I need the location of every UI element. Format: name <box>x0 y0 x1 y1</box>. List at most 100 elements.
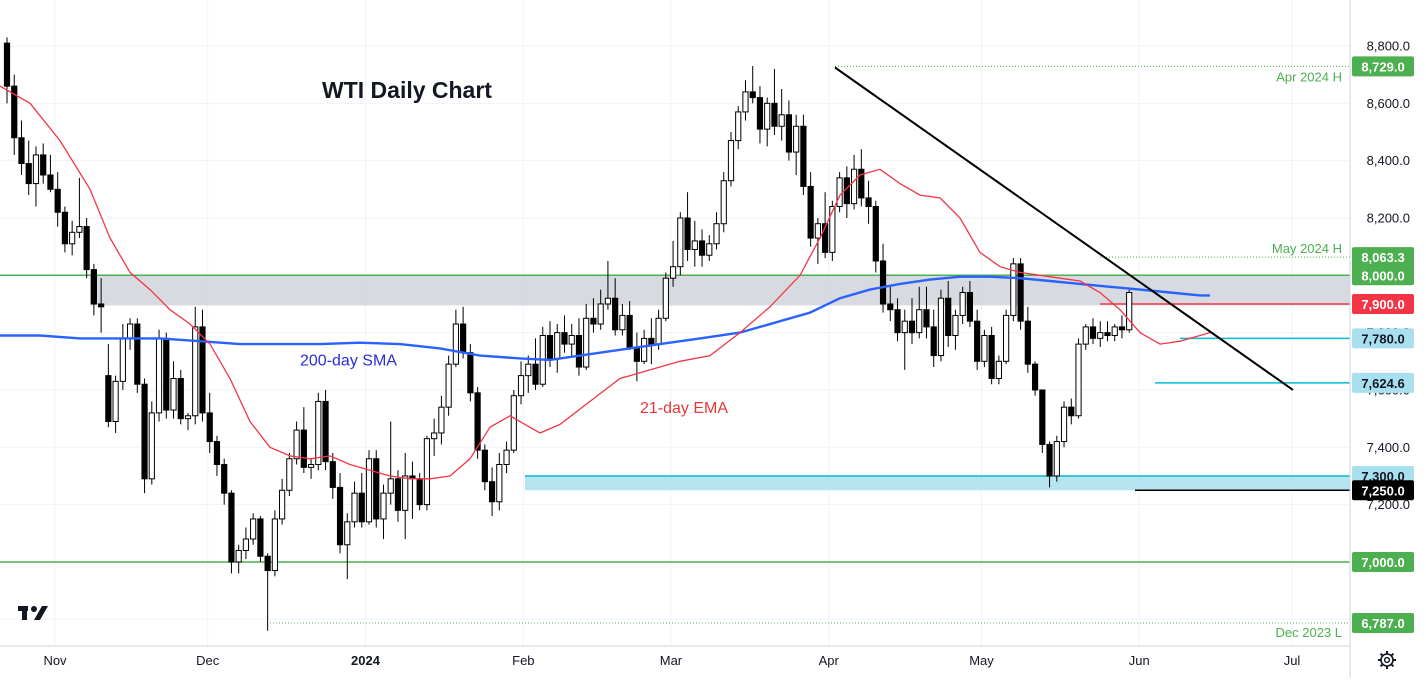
candle-up <box>677 217 684 268</box>
x-tick-label: Jun <box>1129 653 1150 668</box>
support-zones <box>90 275 1350 491</box>
candle-down <box>546 335 554 359</box>
candle-down <box>141 383 148 480</box>
candle-down <box>25 163 32 185</box>
candle-down <box>785 114 793 153</box>
level-note: May 2024 H <box>1272 241 1342 256</box>
candle-up <box>836 177 843 208</box>
candle-down <box>532 363 539 385</box>
candle-up <box>641 337 648 362</box>
candle-up <box>69 231 76 245</box>
candle-up <box>554 332 561 359</box>
candle-up <box>431 432 438 440</box>
price-tag-label: 6,787.0 <box>1361 616 1404 631</box>
candle-down <box>923 309 930 328</box>
candle-down <box>460 323 467 354</box>
candle-down <box>206 412 213 443</box>
candle-up <box>250 518 257 540</box>
candle-up <box>952 314 959 337</box>
price-tag-bg <box>1352 328 1414 349</box>
candle-down <box>1046 443 1053 477</box>
candle-down <box>474 392 481 451</box>
candle-down <box>199 326 206 414</box>
candle-down <box>83 226 90 271</box>
time-axis[interactable]: Nov Dec 2024 Feb Mar Apr May Jun Jul <box>43 653 1300 668</box>
candle-up <box>995 360 1002 379</box>
tradingview-logo[interactable] <box>18 606 48 620</box>
price-tag-bg <box>1352 480 1414 501</box>
candle-down <box>358 492 365 523</box>
candle-down <box>1031 363 1039 391</box>
grid <box>0 0 1350 646</box>
candle-down <box>336 486 344 546</box>
candle-down <box>648 337 655 345</box>
candle-down <box>908 320 916 334</box>
candle-down <box>134 323 141 385</box>
price-tag-bg <box>1352 293 1414 314</box>
candle-up <box>32 154 40 185</box>
candle-up <box>1097 332 1104 339</box>
sma-200-line <box>0 275 1210 362</box>
price-levels: Apr 2024 H May 2024 H Dec 2023 L <box>0 65 1350 640</box>
candle-down <box>416 478 423 506</box>
candle-down <box>1118 326 1126 331</box>
candle-up <box>503 449 510 465</box>
candle-down <box>1104 332 1111 337</box>
candle-up <box>307 463 315 468</box>
candle-down <box>807 185 814 239</box>
candle-up <box>1082 326 1089 345</box>
candle-down <box>3 42 11 87</box>
candle-up <box>691 240 698 251</box>
candle-down <box>177 377 184 420</box>
settings-gear-icon[interactable] <box>1378 651 1396 669</box>
candle-up <box>1010 263 1017 316</box>
candle-down <box>988 335 995 379</box>
trendline[interactable] <box>834 66 1294 391</box>
support-zone <box>525 475 1350 491</box>
candle-up <box>727 140 735 182</box>
candle-up <box>742 91 749 113</box>
candle-down <box>105 375 112 422</box>
candle-down <box>590 317 597 325</box>
candle-down <box>575 335 583 368</box>
candle-up <box>669 266 677 279</box>
price-tag-label: 7,624.6 <box>1361 376 1404 391</box>
candle-up <box>271 518 278 572</box>
candle-up <box>76 226 83 233</box>
candle-up <box>452 323 459 365</box>
candle-down <box>54 188 61 213</box>
candle-down <box>488 481 496 503</box>
candle-up <box>192 326 199 417</box>
price-tag-label: 8,000.0 <box>1361 268 1404 283</box>
candle-down <box>481 449 488 483</box>
price-tags: 8,729.0 8,063.3 8,000.0 7,900.0 7,780.0 7,624… <box>1352 56 1414 633</box>
candle-down <box>1089 326 1097 339</box>
price-tag-label: 7,900.0 <box>1361 297 1404 312</box>
candle-up <box>916 309 923 334</box>
candle-up <box>713 223 720 245</box>
candle-up <box>344 521 351 546</box>
candle-down <box>698 240 706 256</box>
candle-up <box>706 243 713 256</box>
candle-up <box>315 400 322 465</box>
price-tag-label: 7,780.0 <box>1361 331 1404 346</box>
level-note: Apr 2024 H <box>1276 69 1342 84</box>
candle-down <box>1017 263 1024 322</box>
candle-up <box>1053 441 1060 477</box>
candle-up <box>365 458 373 523</box>
candle-down <box>221 463 228 494</box>
y-tick-label: 8,200.0 <box>1367 210 1410 225</box>
candle-up <box>242 538 250 551</box>
candle-down <box>887 303 894 311</box>
candle-down <box>930 326 937 357</box>
candle-down <box>40 154 47 176</box>
price-tag-bg <box>1352 613 1414 633</box>
ema-21-line <box>0 85 1211 480</box>
candle-up <box>184 415 192 420</box>
candle-up <box>778 114 785 127</box>
y-tick-label: 7,400.0 <box>1367 440 1410 455</box>
support-zone <box>90 275 1350 306</box>
candle-up <box>112 380 119 422</box>
candle-down <box>163 337 170 411</box>
